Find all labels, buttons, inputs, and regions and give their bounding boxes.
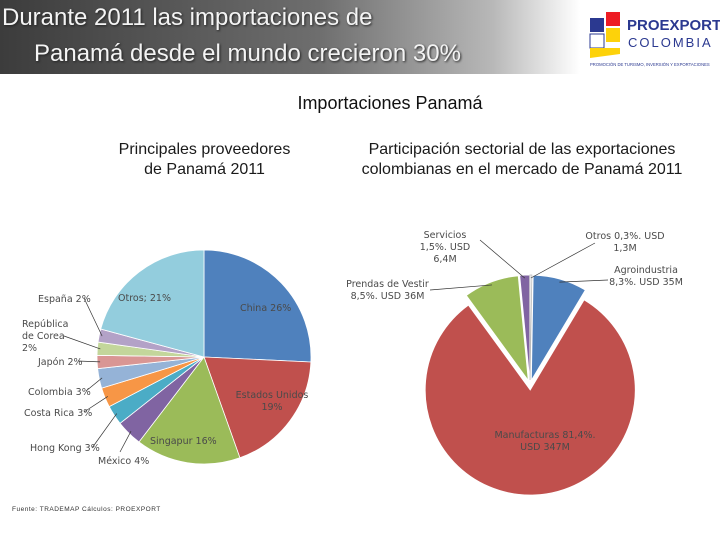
logo-tagline: PROMOCIÓN DE TURISMO, INVERSIÓN Y EXPORT… — [590, 62, 710, 67]
slice-label: Manufacturas 81,4%. USD 347M — [494, 430, 596, 453]
pie-slice — [203, 249, 312, 363]
chart-title: Participación sectorial de las exportaci… — [361, 141, 683, 178]
slide-title: Durante 2011 las importaciones de — [2, 4, 373, 31]
logo-name: PROEXPORT — [627, 17, 720, 34]
pie-slice — [529, 274, 533, 381]
slice-label: Prendas de Vestir 8,5%. USD 36M — [346, 279, 429, 302]
subtitle: Importaciones Panamá — [297, 93, 483, 113]
chart-title: Principales proveedores de Panamá 2011 — [118, 141, 291, 178]
slice-label: Otros 0,3%. USD 1,3M — [585, 231, 665, 254]
logo-icon — [589, 12, 620, 58]
slice-label: China 26% — [240, 303, 292, 314]
slide-title: Panamá desde el mundo crecieron 30% — [34, 40, 461, 67]
slice-label: Estados Unidos 19% — [235, 390, 309, 413]
slice-label: Costa Rica 3% — [24, 408, 93, 419]
pie-slice — [100, 249, 205, 358]
slice-label: Japón 2% — [38, 357, 83, 368]
leader-line — [63, 335, 101, 350]
leader-line — [119, 430, 132, 453]
slice-label: Agroindustria 8,3%. USD 35M — [609, 265, 683, 288]
leader-line — [83, 396, 108, 413]
slice-label: Servicios 1,5%. USD 6,4M — [419, 230, 471, 265]
leader-line — [83, 297, 103, 337]
slice-label: Colombia 3% — [28, 387, 91, 398]
leader-line — [530, 242, 596, 279]
slice-label: México 4% — [98, 456, 150, 467]
leader-line — [429, 284, 493, 291]
header-band — [0, 0, 580, 74]
slice-label: Singapur 16% — [150, 436, 217, 447]
leader-line — [85, 377, 103, 392]
leader-line — [91, 413, 118, 449]
leader-line — [479, 239, 526, 279]
pie-slice — [424, 299, 636, 496]
source: Fuente: TRADEMAP Cálculos: PROEXPORT — [12, 506, 161, 513]
logo-country: COLOMBIA — [628, 35, 713, 50]
leader-line — [559, 279, 609, 283]
slice-label: Otros; 21% — [118, 293, 171, 304]
leader-line — [77, 360, 101, 363]
pie-slice — [138, 356, 241, 465]
pie-slice — [203, 356, 312, 459]
pie-slice — [465, 275, 529, 382]
pie-slice — [530, 274, 586, 382]
slice-label: Hong Kong 3% — [30, 443, 100, 454]
slice-label: España 2% — [38, 294, 91, 305]
slice-label: República de Corea 2% — [22, 319, 69, 354]
